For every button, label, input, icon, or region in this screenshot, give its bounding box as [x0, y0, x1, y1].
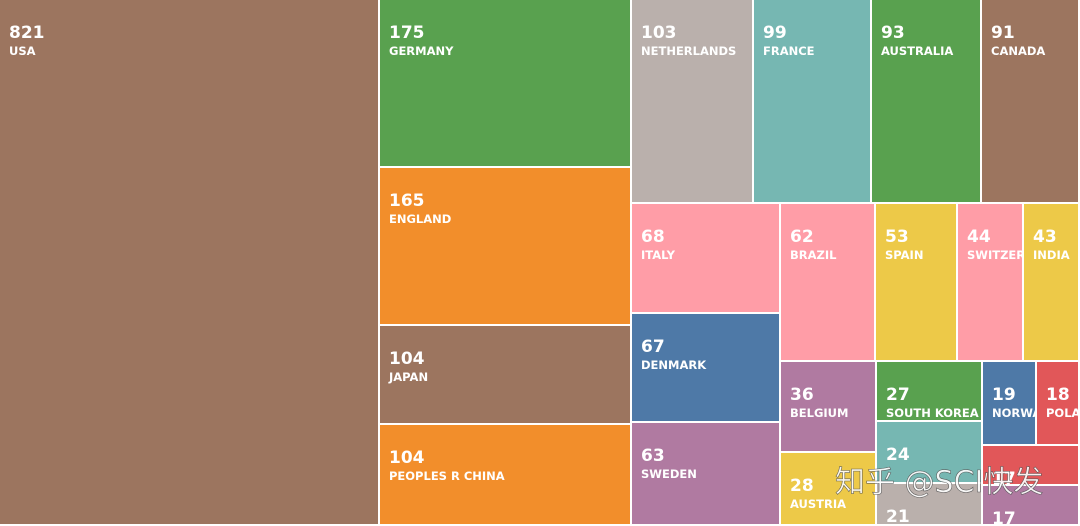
value-label: 63 [641, 446, 665, 466]
value-label: 36 [790, 385, 814, 405]
value-label: 104 [389, 349, 425, 369]
tile-labels: 24 [886, 445, 910, 465]
tile [877, 362, 981, 420]
tile [983, 362, 1035, 444]
tile [877, 422, 981, 482]
value-label: 19 [992, 385, 1016, 405]
category-label: PEOPLES R CHINA [389, 469, 505, 483]
tile [877, 484, 981, 524]
tile-labels: 17 [992, 469, 1016, 489]
value-label: 17 [992, 469, 1016, 489]
value-label: 91 [991, 23, 1015, 43]
category-label: SWITZERLAND [967, 248, 1061, 262]
category-label: DENMARK [641, 358, 707, 372]
value-label: 28 [790, 476, 814, 496]
category-label: BRAZIL [790, 248, 837, 262]
tile [380, 326, 630, 423]
value-label: 165 [389, 191, 425, 211]
category-label: FRANCE [763, 44, 815, 58]
tile [781, 453, 875, 524]
category-label: POLAND [1046, 406, 1080, 420]
value-label: 93 [881, 23, 905, 43]
category-label: BELGIUM [790, 406, 848, 420]
tile [0, 0, 378, 524]
value-label: 18 [1046, 385, 1070, 405]
category-label: GERMANY [389, 44, 454, 58]
category-label: USA [9, 44, 36, 58]
category-label: AUSTRALIA [881, 44, 953, 58]
tile [872, 0, 980, 202]
tile [380, 168, 630, 324]
value-label: 99 [763, 23, 787, 43]
value-label: 53 [885, 227, 909, 247]
value-label: 175 [389, 23, 425, 43]
value-label: 68 [641, 227, 665, 247]
category-label: NORWAY [992, 406, 1049, 420]
category-label: AUSTRIA [790, 497, 846, 511]
category-label: SOUTH KOREA [886, 406, 979, 420]
tile [632, 0, 752, 202]
tile-labels: 18POLAND [1046, 385, 1080, 420]
value-label: 104 [389, 448, 425, 468]
tile-labels: 21 [886, 507, 910, 526]
watermark: 知乎 @SCI快发 [835, 465, 1043, 500]
tile [983, 446, 1078, 484]
category-label: NETHERLANDS [641, 44, 736, 58]
category-label: INDIA [1033, 248, 1070, 262]
value-label: 17 [992, 509, 1016, 526]
tile [754, 0, 870, 202]
value-label: 27 [886, 385, 910, 405]
tile-labels: 17 [992, 509, 1016, 526]
tile [982, 0, 1078, 202]
tile [781, 204, 874, 360]
value-label: 21 [886, 507, 910, 526]
tile [1024, 204, 1078, 360]
tile [781, 362, 875, 451]
category-label: SWEDEN [641, 467, 697, 481]
value-label: 24 [886, 445, 910, 465]
category-label: ENGLAND [389, 212, 451, 226]
value-label: 103 [641, 23, 677, 43]
tile [876, 204, 956, 360]
tile [958, 204, 1022, 360]
category-label: JAPAN [388, 370, 428, 384]
value-label: 62 [790, 227, 814, 247]
value-label: 43 [1033, 227, 1057, 247]
value-label: 821 [9, 23, 45, 43]
tile [983, 486, 1078, 524]
category-label: SPAIN [885, 248, 923, 262]
category-label: CANADA [991, 44, 1045, 58]
category-label: ITALY [641, 248, 676, 262]
tile [380, 0, 630, 166]
value-label: 44 [967, 227, 991, 247]
tile [1037, 362, 1078, 444]
tile [632, 204, 779, 312]
tile [380, 425, 630, 524]
value-label: 67 [641, 337, 665, 357]
tile [632, 314, 779, 421]
tile [632, 423, 779, 524]
